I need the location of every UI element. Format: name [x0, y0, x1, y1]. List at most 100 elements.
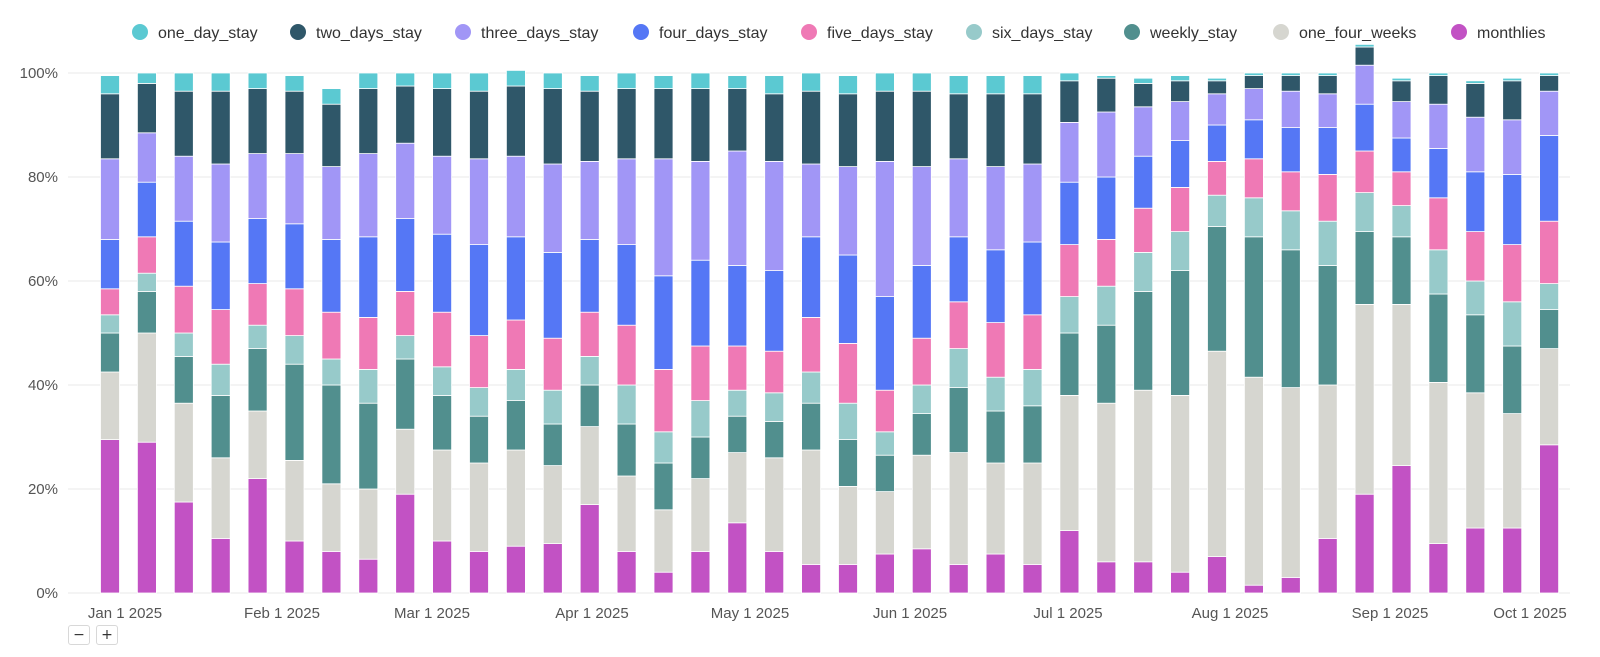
bar-segment-four_days_stay: [801, 236, 821, 318]
bar-segment-four_days_stay: [579, 238, 600, 313]
bar-stack: [1059, 72, 1080, 594]
bar-segment-three_days_stay: [1428, 103, 1449, 149]
zoom-in-button[interactable]: +: [96, 625, 118, 645]
bar-segment-two_days_stay: [801, 90, 821, 165]
bar-segment-one_four_weeks: [469, 462, 489, 552]
bar-segment-six_days_stay: [1207, 194, 1227, 227]
bar-segment-four_days_stay: [284, 223, 305, 290]
bar-segment-five_days_stay: [948, 301, 969, 349]
bar-segment-monthlies: [1391, 465, 1412, 594]
bar-segment-monthlies: [690, 551, 711, 594]
bar-segment-four_days_stay: [616, 244, 637, 326]
bar-segment-monthlies: [727, 522, 748, 594]
bar-segment-four_days_stay: [1465, 171, 1486, 233]
bar-segment-six_days_stay: [1428, 249, 1449, 295]
bar-segment-three_days_stay: [579, 160, 600, 240]
legend-item-three_days_stay: three_days_stay: [455, 24, 598, 42]
bar-segment-weekly_stay: [1133, 290, 1154, 391]
bar-segment-weekly_stay: [1096, 324, 1117, 404]
bar-segment-one_four_weeks: [542, 465, 563, 545]
bar-segment-one_day_stay: [210, 72, 231, 92]
bar-segment-weekly_stay: [1244, 236, 1264, 378]
bar-segment-one_four_weeks: [764, 457, 785, 552]
bar-segment-two_days_stay: [1317, 75, 1338, 95]
bar-segment-one_day_stay: [1465, 80, 1486, 84]
y-tick-label: 40%: [28, 377, 58, 394]
bar-segment-six_days_stay: [1502, 301, 1523, 347]
bar-stack: [173, 72, 194, 594]
bar-segment-one_four_weeks: [948, 452, 969, 565]
bar-segment-four_days_stay: [210, 241, 231, 310]
bar-segment-one_day_stay: [1244, 72, 1264, 76]
bar-segment-two_days_stay: [1096, 77, 1117, 113]
bar-segment-weekly_stay: [1170, 270, 1190, 396]
bar-segment-six_days_stay: [1391, 205, 1412, 238]
bar-segment-monthlies: [321, 551, 342, 594]
bar-segment-six_days_stay: [1354, 192, 1375, 233]
bar-segment-three_days_stay: [1539, 90, 1559, 136]
bar-segment-four_days_stay: [173, 220, 194, 287]
bar-segment-five_days_stay: [173, 285, 194, 334]
bar-segment-six_days_stay: [875, 431, 895, 456]
bar-segment-monthlies: [801, 564, 821, 594]
legend-item-five_days_stay: five_days_stay: [801, 24, 933, 42]
zoom-out-button[interactable]: −: [68, 625, 90, 645]
bar-segment-five_days_stay: [210, 309, 231, 365]
bar-segment-five_days_stay: [1465, 231, 1486, 282]
bar-segment-one_four_weeks: [1502, 413, 1523, 529]
bar-segment-three_days_stay: [1391, 101, 1412, 139]
bar-segment-four_days_stay: [1317, 127, 1338, 175]
bar-stack: [1354, 44, 1375, 594]
bar-segment-five_days_stay: [764, 350, 785, 394]
bar-stack: [1502, 77, 1523, 594]
bar-segment-weekly_stay: [653, 462, 674, 511]
bar-segment-weekly_stay: [985, 410, 1006, 464]
x-tick-label: Oct 1 2025: [1493, 605, 1566, 622]
bar-segment-monthlies: [469, 551, 489, 594]
bar-segment-one_day_stay: [321, 88, 342, 105]
bar-segment-one_day_stay: [136, 72, 157, 84]
bar-segment-six_days_stay: [985, 376, 1006, 412]
bar-segment-six_days_stay: [432, 366, 453, 396]
bar-segment-two_days_stay: [542, 88, 563, 165]
y-tick-label: 80%: [28, 169, 58, 186]
bar-segment-one_day_stay: [985, 75, 1006, 95]
bar-segment-six_days_stay: [801, 371, 821, 404]
legend-item-one_day_stay: one_day_stay: [132, 24, 258, 42]
bar-stack: [1280, 72, 1301, 594]
bar-segment-three_days_stay: [505, 155, 526, 238]
bar-segment-weekly_stay: [727, 415, 748, 454]
x-tick-label: Jul 1 2025: [1033, 605, 1102, 622]
bar-segment-one_day_stay: [1354, 44, 1375, 48]
legend-item-two_days_stay: two_days_stay: [290, 24, 422, 42]
bar-stack: [948, 75, 969, 594]
bar-segment-two_days_stay: [1170, 80, 1190, 103]
bar-segment-one_four_weeks: [653, 509, 674, 573]
bar-segment-two_days_stay: [1244, 75, 1264, 89]
bar-segment-one_four_weeks: [616, 475, 637, 552]
bar-segment-five_days_stay: [1317, 173, 1338, 222]
bar-segment-four_days_stay: [1133, 155, 1154, 209]
bar-segment-monthlies: [1502, 527, 1523, 594]
bar-stack: [136, 72, 157, 594]
bar-segment-two_days_stay: [948, 93, 969, 160]
bar-segment-one_four_weeks: [1317, 384, 1338, 539]
bar-segment-weekly_stay: [1465, 314, 1486, 394]
bar-segment-monthlies: [1354, 493, 1375, 594]
bar-segment-five_days_stay: [358, 316, 379, 370]
x-tick-label: May 1 2025: [711, 605, 789, 622]
bar-segment-three_days_stay: [911, 166, 932, 266]
bar-stack: [469, 72, 489, 594]
bar-segment-three_days_stay: [948, 158, 969, 238]
bar-segment-weekly_stay: [579, 384, 600, 427]
bar-segment-one_four_weeks: [395, 428, 416, 495]
bar-segment-one_four_weeks: [173, 402, 194, 503]
bar-segment-one_day_stay: [1428, 72, 1449, 76]
bar-segment-three_days_stay: [1022, 163, 1043, 243]
bar-segment-five_days_stay: [1502, 244, 1523, 303]
bar-segment-weekly_stay: [1539, 309, 1559, 350]
bar-segment-monthlies: [1428, 543, 1449, 594]
bar-segment-five_days_stay: [1133, 207, 1154, 253]
x-tick-label: Apr 1 2025: [555, 605, 628, 622]
legend-item-one_four_weeks: one_four_weeks: [1273, 24, 1416, 42]
